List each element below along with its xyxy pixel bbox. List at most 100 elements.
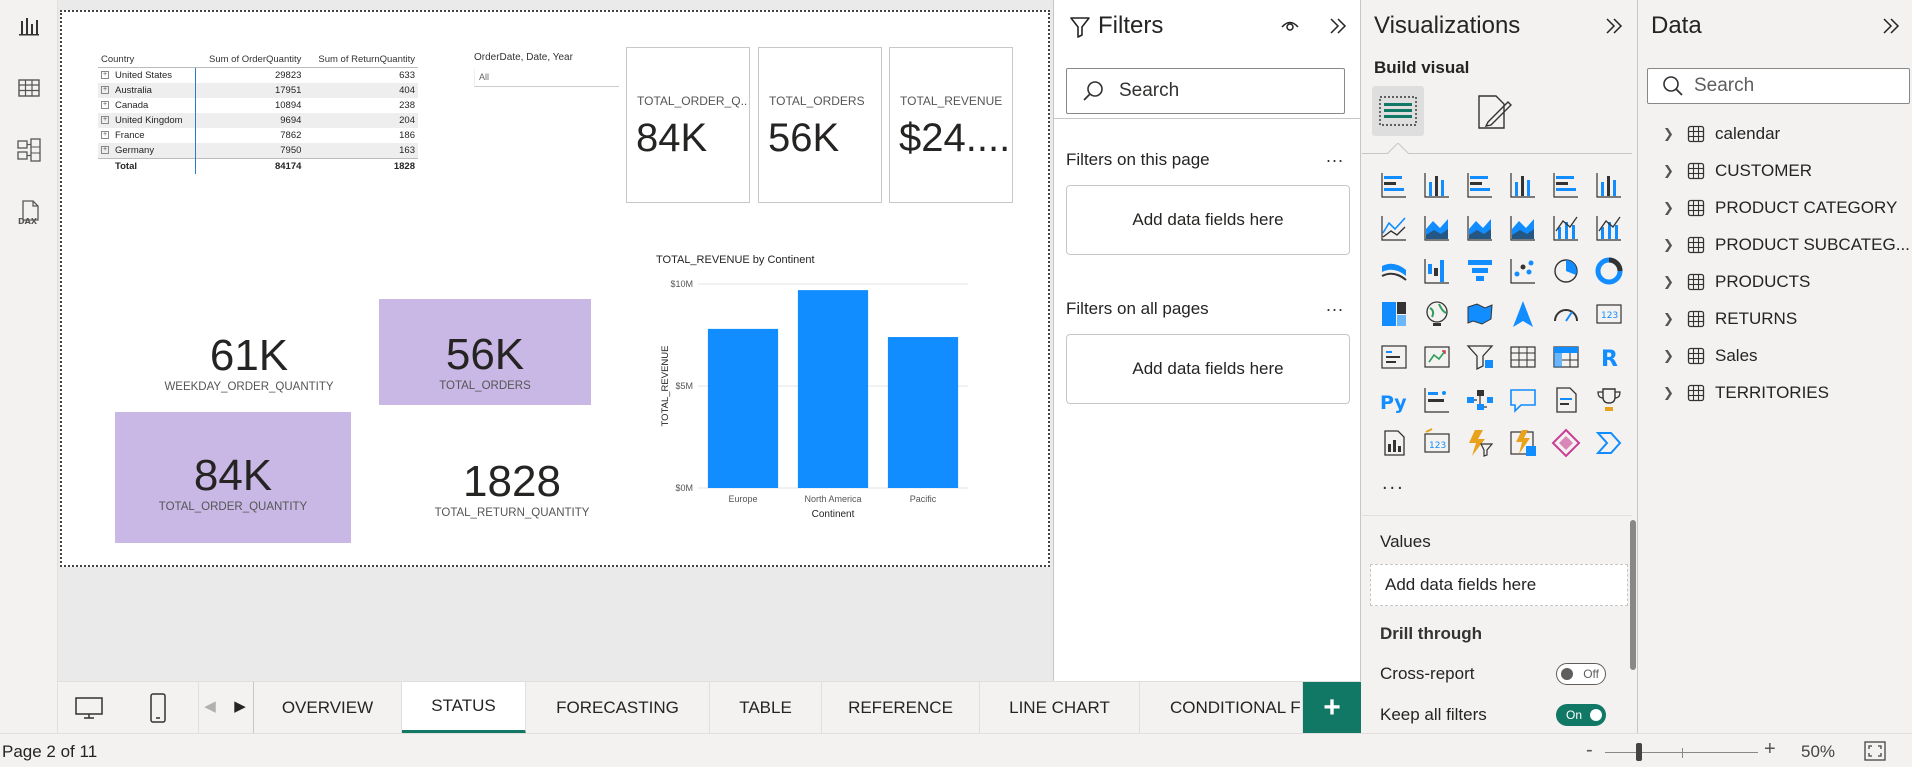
chevron-right-icon[interactable]: ❯ bbox=[1663, 311, 1674, 326]
metrics-icon[interactable] bbox=[1587, 378, 1630, 421]
chevron-right-icon[interactable]: ❯ bbox=[1663, 126, 1674, 141]
card-total-order-quantity[interactable]: 84K TOTAL_ORDER_QUANTITY bbox=[115, 412, 351, 543]
decomposition-tree-icon[interactable] bbox=[1458, 378, 1501, 421]
kpi-card-revenue[interactable]: TOTAL_REVENUE $24.... bbox=[889, 47, 1013, 203]
slicer-dropdown[interactable]: All bbox=[474, 69, 619, 87]
collapse-chevron-icon[interactable] bbox=[1881, 16, 1901, 36]
power-app-diamond-icon[interactable] bbox=[1544, 421, 1587, 464]
tab-overview[interactable]: OVERVIEW bbox=[254, 682, 402, 734]
power-automate-icon[interactable] bbox=[1501, 421, 1544, 464]
chevron-right-icon[interactable]: ❯ bbox=[1663, 163, 1674, 178]
qna-icon[interactable] bbox=[1501, 378, 1544, 421]
collapse-chevron-icon[interactable] bbox=[1328, 16, 1348, 36]
tab-reference[interactable]: REFERENCE bbox=[822, 682, 980, 734]
stacked-column-chart-icon[interactable] bbox=[1415, 163, 1458, 206]
filled-map-icon[interactable] bbox=[1458, 292, 1501, 335]
keep-all-filters-toggle[interactable]: On bbox=[1556, 704, 1606, 726]
matrix-header-country[interactable]: Country bbox=[98, 52, 196, 68]
build-visual-tab[interactable] bbox=[1372, 86, 1424, 136]
format-visual-icon[interactable] bbox=[1474, 92, 1514, 132]
gauge-icon[interactable] bbox=[1544, 292, 1587, 335]
kpi-icon[interactable] bbox=[1415, 335, 1458, 378]
tab-line-chart[interactable]: LINE CHART bbox=[980, 682, 1140, 734]
stacked-area-chart-icon[interactable] bbox=[1458, 206, 1501, 249]
scroll-left-icon[interactable]: ◀ bbox=[204, 698, 216, 715]
line-and-clustered-column-chart-icon[interactable] bbox=[1587, 206, 1630, 249]
chevron-right-icon[interactable]: ❯ bbox=[1663, 237, 1674, 252]
more-visuals-icon[interactable]: ... bbox=[1382, 472, 1405, 494]
pane-scrollbar[interactable] bbox=[1630, 520, 1636, 670]
paginated-report-icon[interactable] bbox=[1372, 421, 1415, 464]
azure-map-icon[interactable] bbox=[1501, 292, 1544, 335]
page-filters-drop-zone[interactable]: Add data fields here bbox=[1066, 185, 1350, 255]
table-icon[interactable] bbox=[1501, 335, 1544, 378]
desktop-layout-icon[interactable] bbox=[74, 696, 104, 720]
expand-icon[interactable]: + bbox=[101, 131, 109, 140]
area-chart-icon[interactable] bbox=[1415, 206, 1458, 249]
more-options-icon[interactable]: ... bbox=[1325, 295, 1344, 315]
matrix-icon[interactable] bbox=[1544, 335, 1587, 378]
matrix-row[interactable]: + Australia 17951 404 bbox=[98, 83, 418, 98]
collapse-chevron-icon[interactable] bbox=[1604, 16, 1624, 36]
matrix-header-order-quantity[interactable]: Sum of OrderQuantity bbox=[195, 52, 305, 68]
matrix-row[interactable]: + United Kingdom 9694 204 bbox=[98, 113, 418, 128]
python-visual-icon[interactable]: Py bbox=[1372, 378, 1415, 421]
tab-table[interactable]: TABLE bbox=[710, 682, 822, 734]
chevron-right-icon[interactable]: ❯ bbox=[1663, 348, 1674, 363]
data-table-item[interactable]: ❯ RETURNS bbox=[1663, 309, 1797, 329]
data-table-item[interactable]: ❯ TERRITORIES bbox=[1663, 383, 1829, 403]
data-table-item[interactable]: ❯ CUSTOMER bbox=[1663, 161, 1812, 181]
data-table-item[interactable]: ❯ PRODUCT CATEGORY bbox=[1663, 198, 1897, 218]
zoom-slider-track[interactable] bbox=[1605, 752, 1758, 753]
kpi-card-orders[interactable]: TOTAL_ORDERS 56K bbox=[758, 47, 882, 203]
expand-icon[interactable]: + bbox=[101, 101, 109, 110]
multi-row-card-icon[interactable] bbox=[1372, 335, 1415, 378]
zoom-level[interactable]: 50% bbox=[1801, 742, 1836, 761]
expand-icon[interactable]: + bbox=[101, 116, 109, 125]
matrix-header-return-quantity[interactable]: Sum of ReturnQuantity bbox=[304, 52, 418, 68]
table-view-icon[interactable] bbox=[9, 68, 49, 108]
card-icon[interactable]: 123 bbox=[1587, 292, 1630, 335]
matrix-row[interactable]: + France 7862 186 bbox=[98, 128, 418, 143]
chevron-visual-icon[interactable] bbox=[1587, 421, 1630, 464]
pie-chart-icon[interactable] bbox=[1544, 249, 1587, 292]
dax-query-view-icon[interactable]: DAX bbox=[9, 192, 49, 232]
scroll-right-icon[interactable]: ▶ bbox=[234, 698, 246, 715]
funnel-chart-icon[interactable] bbox=[1458, 249, 1501, 292]
new-card-icon[interactable]: 123 bbox=[1415, 421, 1458, 464]
eye-icon[interactable] bbox=[1280, 18, 1300, 34]
year-slicer[interactable]: OrderDate, Date, Year All bbox=[474, 52, 619, 87]
100-stacked-column-chart-icon[interactable] bbox=[1587, 163, 1630, 206]
line-and-stacked-column-chart-icon[interactable] bbox=[1544, 206, 1587, 249]
smart-narrative-icon[interactable] bbox=[1544, 378, 1587, 421]
slicer-icon[interactable] bbox=[1458, 335, 1501, 378]
matrix-row[interactable]: + United States 29823 633 bbox=[98, 67, 418, 83]
tab-status[interactable]: STATUS bbox=[402, 682, 526, 734]
key-influencers-icon[interactable] bbox=[1415, 378, 1458, 421]
country-matrix-visual[interactable]: Country Sum of OrderQuantity Sum of Retu… bbox=[98, 52, 418, 174]
r-visual-icon[interactable]: R bbox=[1587, 335, 1630, 378]
donut-chart-icon[interactable] bbox=[1587, 249, 1630, 292]
card-total-return-quantity[interactable]: 1828 TOTAL_RETURN_QUANTITY bbox=[412, 460, 612, 520]
kpi-card-order-quantity[interactable]: TOTAL_ORDER_Q... 84K bbox=[626, 47, 750, 203]
power-apps-icon[interactable] bbox=[1458, 421, 1501, 464]
filters-search-input[interactable]: Search bbox=[1066, 68, 1345, 114]
chevron-right-icon[interactable]: ❯ bbox=[1663, 200, 1674, 215]
matrix-row[interactable]: + Canada 10894 238 bbox=[98, 98, 418, 113]
data-search-input[interactable]: Search bbox=[1647, 68, 1910, 104]
clustered-column-chart-icon[interactable] bbox=[1501, 163, 1544, 206]
fit-to-page-icon[interactable] bbox=[1864, 741, 1886, 761]
stacked-bar-chart-icon[interactable] bbox=[1372, 163, 1415, 206]
data-table-item[interactable]: ❯ calendar bbox=[1663, 124, 1780, 144]
line-chart-icon[interactable] bbox=[1372, 206, 1415, 249]
zoom-in-button[interactable]: + bbox=[1764, 738, 1776, 760]
map-icon[interactable] bbox=[1415, 292, 1458, 335]
revenue-by-continent-chart[interactable]: TOTAL_REVENUE by Continent $0M $5M $10M Eur… bbox=[656, 254, 976, 544]
100-stacked-area-chart-icon[interactable] bbox=[1501, 206, 1544, 249]
more-options-icon[interactable]: ... bbox=[1325, 146, 1344, 166]
zoom-slider-thumb[interactable] bbox=[1636, 743, 1642, 761]
values-drop-zone[interactable]: Add data fields here bbox=[1370, 564, 1628, 606]
waterfall-chart-icon[interactable] bbox=[1415, 249, 1458, 292]
matrix-row[interactable]: + Germany 7950 163 bbox=[98, 143, 418, 159]
scatter-chart-icon[interactable] bbox=[1501, 249, 1544, 292]
